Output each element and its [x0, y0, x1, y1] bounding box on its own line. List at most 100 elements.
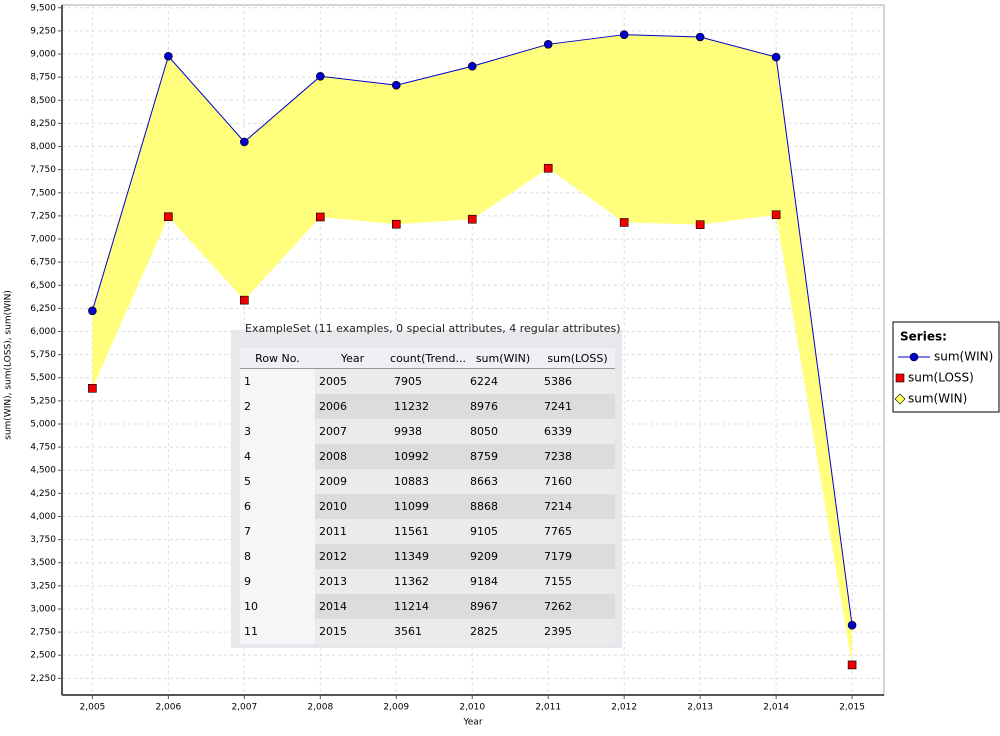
table-cell: 2011	[315, 519, 390, 544]
point	[847, 620, 857, 630]
table-cell: 2825	[466, 619, 540, 644]
y-tick-label: 8,500	[30, 96, 56, 106]
y-tick-label: 6,250	[30, 304, 56, 314]
table-cell: 9	[240, 569, 315, 594]
y-tick-label: 2,750	[30, 628, 56, 638]
point	[619, 218, 629, 227]
table-cell: 10992	[390, 444, 466, 469]
table-cell: 8759	[466, 444, 540, 469]
table-cell: 2006	[315, 394, 390, 419]
table-cell: 9209	[466, 544, 540, 569]
y-tick-label: 3,250	[30, 581, 56, 591]
column-header: Row No.	[240, 348, 315, 369]
table-cell: 1	[240, 368, 315, 394]
x-axis-label: Year	[462, 718, 482, 728]
table-cell: 8050	[466, 419, 540, 444]
legend-label: sum(WIN)	[934, 350, 993, 364]
table-cell: 11	[240, 619, 315, 644]
y-tick-label: 5,500	[30, 373, 56, 383]
table-cell: 2395	[540, 619, 615, 644]
table-cell: 2007	[315, 419, 390, 444]
table-cell: 11214	[390, 594, 466, 619]
point	[695, 220, 705, 229]
table-cell: 8868	[466, 494, 540, 519]
table-cell: 7214	[540, 494, 615, 519]
column-header: count(Trend...	[390, 348, 466, 369]
column-header: Year	[315, 348, 390, 369]
table-cell: 2005	[315, 368, 390, 394]
x-tick-label: 2,015	[839, 703, 865, 713]
table-cell: 9938	[390, 419, 466, 444]
table-cell: 7765	[540, 519, 615, 544]
y-tick-label: 9,250	[30, 26, 56, 36]
table-cell: 7262	[540, 594, 615, 619]
y-tick-label: 9,000	[30, 50, 56, 60]
table-cell: 2013	[315, 569, 390, 594]
table-title: ExampleSet (11 examples, 0 special attri…	[245, 322, 621, 335]
table-cell: 6224	[466, 368, 540, 394]
table-row: 9 2013 11362 9184 7155	[240, 569, 615, 594]
point	[88, 306, 97, 316]
point	[164, 51, 173, 61]
legend-label: sum(WIN)	[908, 392, 967, 406]
table-cell: 11362	[390, 569, 466, 594]
x-tick-label: 2,007	[231, 703, 257, 713]
x-tick-label: 2,011	[535, 703, 561, 713]
y-tick-label: 2,500	[30, 651, 56, 661]
y-tick-label: 9,500	[30, 3, 56, 13]
point	[315, 212, 325, 222]
y-axis-label: sum(WIN), sum(LOSS), sum(WIN)	[4, 290, 14, 440]
table-cell: 8663	[466, 469, 540, 494]
y-tick-label: 4,750	[30, 443, 56, 453]
y-tick-label: 6,000	[30, 327, 56, 337]
table-cell: 8	[240, 544, 315, 569]
point	[543, 163, 553, 173]
y-tick-label: 7,250	[30, 211, 56, 221]
y-tick-label: 5,750	[30, 350, 56, 360]
y-tick-label: 4,500	[30, 466, 56, 476]
point	[240, 137, 249, 147]
y-tick-label: 2,250	[30, 674, 56, 684]
y-tick-label: 7,750	[30, 165, 56, 175]
point	[847, 660, 857, 670]
column-header: sum(WIN)	[466, 348, 540, 369]
point	[164, 212, 173, 222]
point	[619, 30, 629, 39]
table-cell: 9105	[466, 519, 540, 544]
x-tick-label: 2,006	[155, 703, 181, 713]
point	[467, 214, 477, 224]
y-tick-label: 8,750	[30, 73, 56, 83]
point	[240, 295, 249, 305]
point	[543, 40, 553, 49]
point	[315, 72, 325, 81]
table-row: 4 2008 10992 8759 7238	[240, 444, 615, 469]
y-tick-label: 3,750	[30, 535, 56, 545]
table-cell: 2010	[315, 494, 390, 519]
x-tick-label: 2,012	[611, 703, 637, 713]
legend-marker	[894, 393, 906, 405]
y-tick-label: 7,500	[30, 188, 56, 198]
table-cell: 6	[240, 494, 315, 519]
table-cell: 7241	[540, 394, 615, 419]
table-row: 1 2005 7905 6224 5386	[240, 368, 615, 394]
x-tick-label: 2,008	[307, 703, 333, 713]
table-row: 10 2014 11214 8967 7262	[240, 594, 615, 619]
y-tick-label: 4,250	[30, 489, 56, 499]
table-cell: 9184	[466, 569, 540, 594]
y-tick-label: 4,000	[30, 512, 56, 522]
table-cell: 4	[240, 444, 315, 469]
table-cell: 7905	[390, 368, 466, 394]
table-row: 6 2010 11099 8868 7214	[240, 494, 615, 519]
table-cell: 11349	[390, 544, 466, 569]
x-tick-label: 2,010	[459, 703, 485, 713]
table-cell: 6339	[540, 419, 615, 444]
point	[771, 52, 781, 62]
point	[391, 80, 401, 90]
table-cell: 2	[240, 394, 315, 419]
point	[467, 61, 477, 71]
table-row: 7 2011 11561 9105 7765	[240, 519, 615, 544]
x-tick-label: 2,005	[80, 703, 106, 713]
point	[88, 383, 97, 393]
legend-title: Series:	[900, 330, 947, 344]
